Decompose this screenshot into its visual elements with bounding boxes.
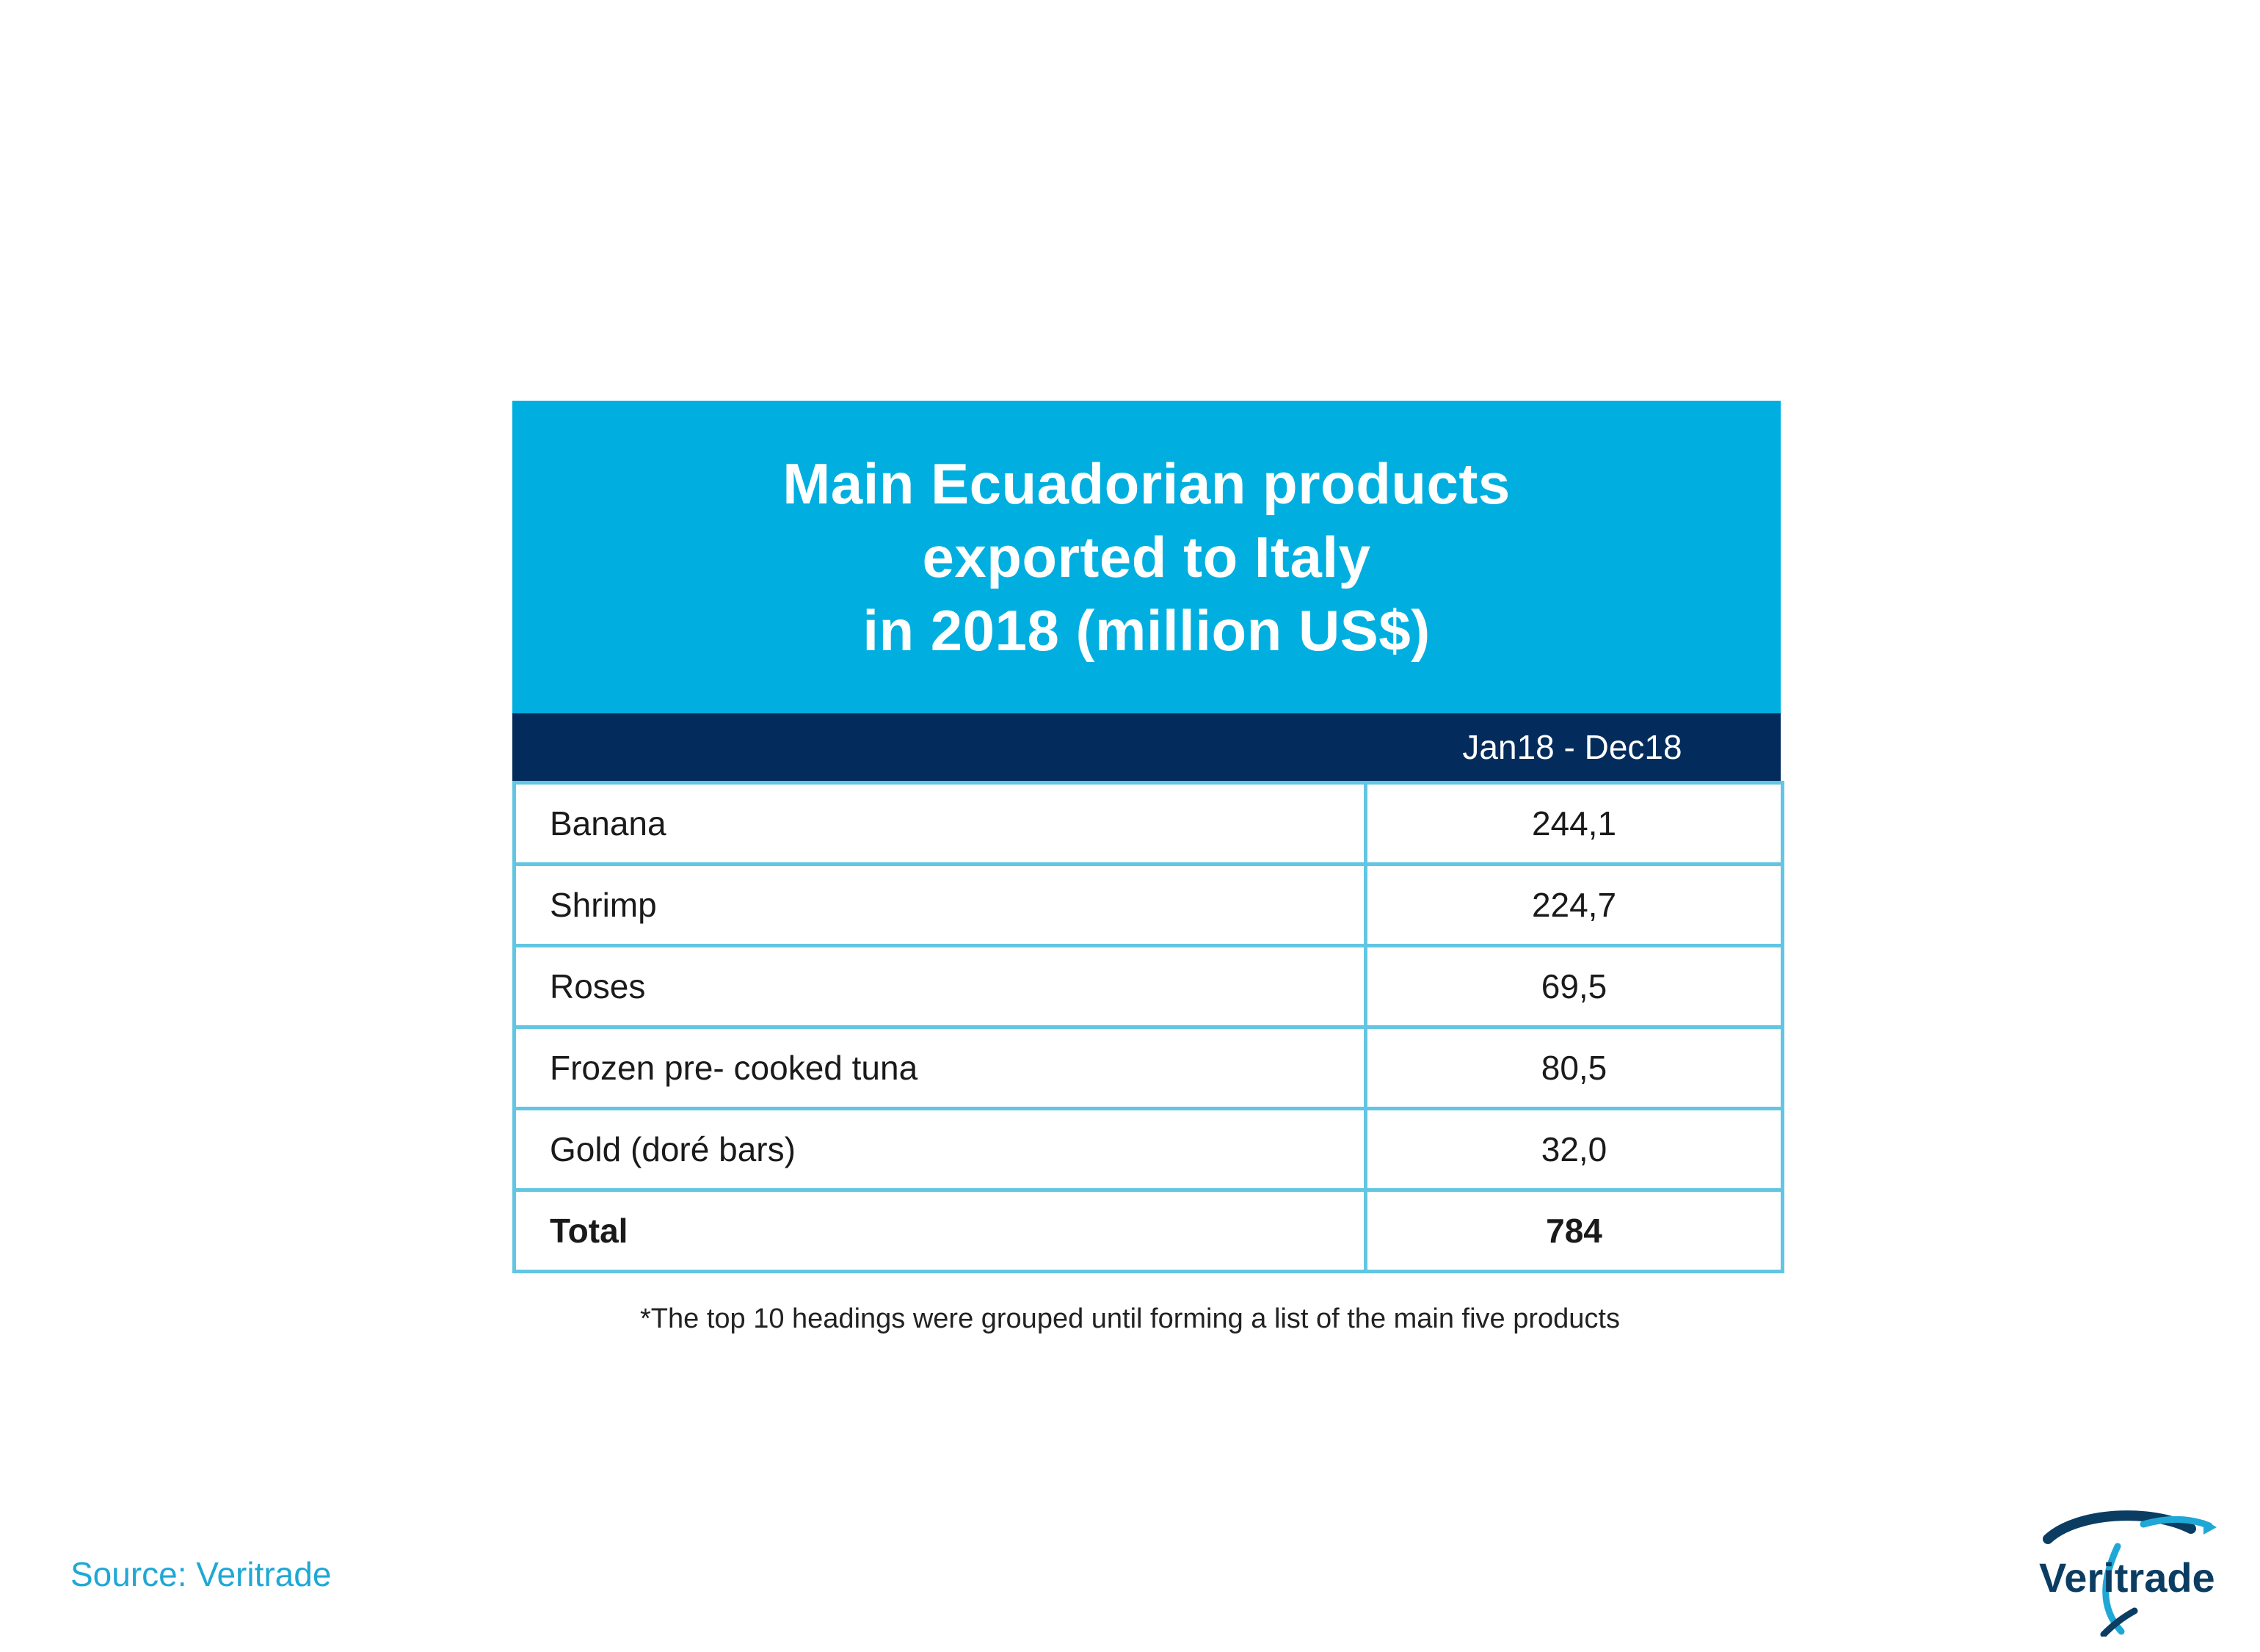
product-name: Roses [512, 944, 1367, 1029]
export-table: Main Ecuadorian products exported to Ita… [512, 401, 1784, 1273]
product-value: 32,0 [1364, 1107, 1784, 1192]
table-row: Banana 244,1 [512, 781, 1784, 866]
product-name: Shrimp [512, 862, 1367, 947]
period-header: Jan18 - Dec18 [1462, 728, 1682, 766]
table-row: Shrimp 224,7 [512, 862, 1784, 947]
title-band: Main Ecuadorian products exported to Ita… [512, 401, 1781, 713]
source-label: Source: Veritrade [70, 1555, 332, 1593]
product-value: 80,5 [1364, 1025, 1784, 1110]
total-value: 784 [1364, 1188, 1784, 1273]
table-row: Gold (doré bars) 32,0 [512, 1107, 1784, 1192]
product-name: Banana [512, 781, 1367, 866]
product-name: Gold (doré bars) [512, 1107, 1367, 1192]
total-row: Total 784 [512, 1188, 1784, 1273]
footnote: *The top 10 headings were grouped until … [640, 1303, 1620, 1334]
data-table: Banana 244,1 Shrimp 224,7 Roses 69,5 Frozen pr… [512, 781, 1784, 1273]
logo-wordmark: Veritrade [2039, 1554, 2215, 1601]
column-header-band: Jan18 - Dec18 [512, 713, 1781, 781]
table-row: Roses 69,5 [512, 944, 1784, 1029]
product-value: 69,5 [1364, 944, 1784, 1029]
veritrade-swoosh-logo-icon: Veritrade [2039, 1510, 2217, 1637]
total-label: Total [512, 1188, 1367, 1273]
veritrade-logo: Veritrade [2033, 1508, 2224, 1637]
table-title: Main Ecuadorian products exported to Ita… [782, 451, 1511, 663]
table-row: Frozen pre- cooked tuna 80,5 [512, 1025, 1784, 1110]
product-name: Frozen pre- cooked tuna [512, 1025, 1367, 1110]
product-value: 224,7 [1364, 862, 1784, 947]
product-value: 244,1 [1364, 781, 1784, 866]
